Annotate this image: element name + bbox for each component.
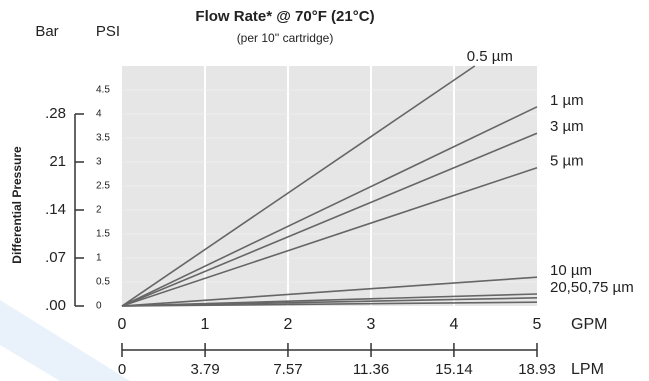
y-tick-label: 4 xyxy=(96,109,102,120)
x-tick-label: 0 xyxy=(118,316,127,333)
legend-label: 1 µm xyxy=(550,92,584,109)
y-tick-label: 2.5 xyxy=(96,181,110,192)
series-line xyxy=(121,167,538,307)
series-line xyxy=(121,132,538,307)
x2-tick-label: 11.36 xyxy=(353,361,389,378)
x2-tick-label: 3.79 xyxy=(190,361,219,378)
y2-tick-label: .14 xyxy=(45,201,66,218)
y-tick-label: 3.5 xyxy=(96,133,110,144)
y-tick-label: 3 xyxy=(96,157,102,168)
y2-tick-label: .07 xyxy=(45,249,66,266)
y-axis-label: Differential Pressure xyxy=(10,146,24,264)
x2-tick-label: 15.14 xyxy=(435,361,473,378)
x-tick-label: 4 xyxy=(450,316,459,333)
y2-tick-label: .00 xyxy=(45,297,66,314)
series-line xyxy=(121,106,538,307)
legend-label: 20,50,75 µm xyxy=(550,279,634,296)
chart-subtitle: (per 10'' cartridge) xyxy=(237,31,334,45)
chart-title: Flow Rate* @ 70°F (21°C) xyxy=(195,8,374,25)
y-tick-label: 2 xyxy=(96,205,102,216)
decoration xyxy=(0,300,130,381)
series-line xyxy=(121,301,538,307)
series-line xyxy=(121,65,476,307)
y-tick-label: 4.5 xyxy=(96,85,110,96)
y2-unit: Bar xyxy=(35,23,58,40)
x-tick-label: 3 xyxy=(367,316,376,333)
x2-tick-label: 18.93 xyxy=(518,361,556,378)
legend-label: 0.5 µm xyxy=(467,48,513,65)
legend-label: 5 µm xyxy=(550,153,584,170)
legend-label: 10 µm xyxy=(550,262,592,279)
y-tick-label: 1.5 xyxy=(96,229,110,240)
legend-label: 3 µm xyxy=(550,118,584,135)
y-tick-label: 0.5 xyxy=(96,277,110,288)
x-tick-label: 2 xyxy=(284,316,293,333)
x-tick-label: 1 xyxy=(201,316,210,333)
y-unit: PSI xyxy=(96,23,120,40)
x-unit: GPM xyxy=(571,316,607,333)
y-tick-label: 1 xyxy=(96,253,102,264)
y2-tick-label: 21 xyxy=(49,153,66,170)
x-tick-label: 5 xyxy=(533,316,542,333)
x2-tick-label: 0 xyxy=(118,361,126,378)
x2-unit: LPM xyxy=(571,361,604,378)
series-line xyxy=(121,276,538,307)
y2-tick-label: .28 xyxy=(45,105,66,122)
x2-tick-label: 7.57 xyxy=(273,361,302,378)
y-tick-label: 0 xyxy=(96,301,102,312)
